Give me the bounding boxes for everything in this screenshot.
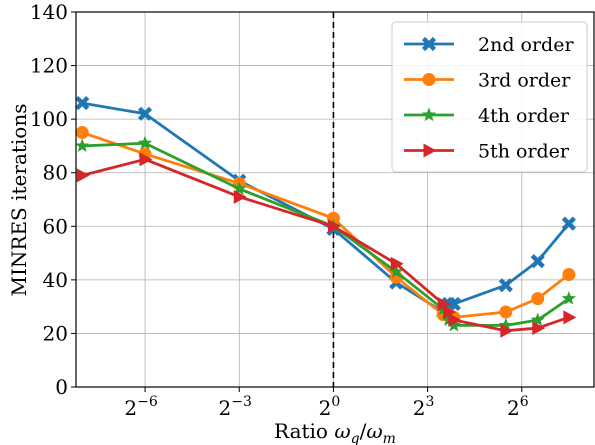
legend-marker xyxy=(421,107,437,122)
x-tick-label: 20 xyxy=(319,394,341,420)
data-point xyxy=(75,126,89,140)
y-tick-label: 100 xyxy=(30,107,68,131)
data-point xyxy=(327,219,341,234)
series-5th xyxy=(76,152,577,338)
series-line xyxy=(81,157,570,333)
legend-marker xyxy=(423,143,437,158)
data-point xyxy=(437,296,451,311)
data-point-stroke xyxy=(498,278,513,293)
legend-label: 2nd order xyxy=(478,34,574,56)
data-point xyxy=(75,95,90,111)
data-point xyxy=(531,292,545,306)
y-tick-label: 0 xyxy=(55,375,68,399)
data-point xyxy=(561,291,577,305)
data-point xyxy=(232,181,247,195)
x-tick-label: 2−6 xyxy=(124,394,157,420)
data-point xyxy=(498,317,513,332)
x-tick-label: 23 xyxy=(413,394,435,420)
data-point xyxy=(446,296,462,312)
legend-marker-stroke xyxy=(421,36,437,52)
data-point xyxy=(563,310,577,325)
y-tick-label: 20 xyxy=(43,321,68,345)
legend-item: 2nd order xyxy=(404,34,574,56)
y-tick-label: 80 xyxy=(43,161,68,185)
data-point xyxy=(139,152,153,167)
legend-item: 4th order xyxy=(404,105,570,127)
data-point xyxy=(530,254,545,269)
data-point xyxy=(233,189,247,204)
y-tick-label: 140 xyxy=(30,0,68,24)
data-point-stroke xyxy=(561,216,576,231)
legend-label: 3rd order xyxy=(478,70,571,92)
legend-marker xyxy=(421,36,437,52)
data-point xyxy=(137,135,153,150)
axis-ticks: 0 20 40 60 80 100 120 140 2−6 2−3 20 23 26 xyxy=(30,0,529,420)
data-point xyxy=(137,106,153,121)
x-tick-label: 26 xyxy=(507,394,529,420)
data-point xyxy=(446,317,462,332)
data-point-stroke xyxy=(137,106,153,121)
data-point xyxy=(561,216,576,231)
y-tick-label: 60 xyxy=(43,214,68,238)
legend-item: 5th order xyxy=(404,141,570,163)
y-tick-label: 40 xyxy=(43,268,68,292)
legend-label: 4th order xyxy=(478,105,570,127)
y-axis-label: MINRES iterations xyxy=(7,104,31,297)
y-tick-label: 120 xyxy=(30,54,68,78)
data-point xyxy=(530,312,545,327)
data-point xyxy=(499,305,513,319)
x-tick-label: 2−3 xyxy=(219,394,252,420)
data-point-stroke xyxy=(446,296,462,312)
data-point xyxy=(389,264,404,278)
data-point xyxy=(443,305,457,319)
data-point xyxy=(500,323,514,338)
data-point xyxy=(75,138,90,152)
data-point xyxy=(448,313,462,328)
x-axis-label: Ratio ωq/ωm xyxy=(274,419,396,445)
data-point xyxy=(562,268,576,281)
legend-marker xyxy=(422,73,436,86)
data-point xyxy=(532,321,546,336)
series-group xyxy=(75,95,577,338)
legend-label: 5th order xyxy=(478,141,570,163)
data-point-stroke xyxy=(530,254,545,269)
data-point xyxy=(76,168,90,183)
plot-frame xyxy=(75,11,595,388)
legend-box xyxy=(391,21,588,173)
data-point xyxy=(390,256,404,271)
data-point-stroke xyxy=(75,95,90,111)
legend: 2nd order 3rd order 4th order 5th order xyxy=(391,21,588,173)
legend-item: 3rd order xyxy=(404,70,571,92)
data-point xyxy=(498,278,513,293)
